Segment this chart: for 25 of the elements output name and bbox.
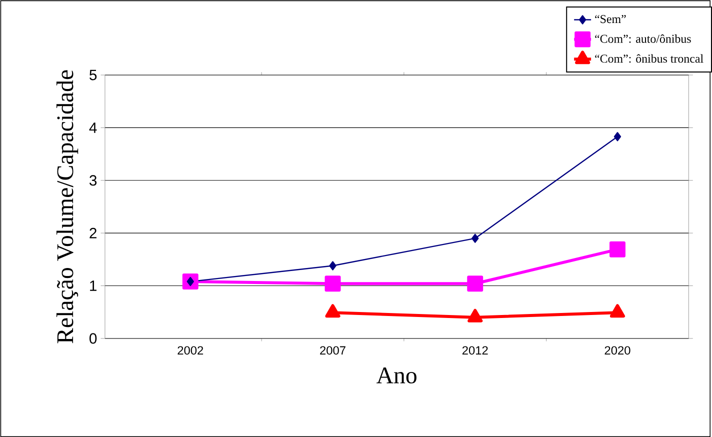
y-tick-label: 0 — [90, 332, 97, 344]
y-tick-label: 2 — [90, 228, 96, 238]
point — [324, 275, 341, 292]
point — [472, 234, 479, 243]
y-tick-label: 1 — [90, 280, 96, 291]
y-tick-label: 4 — [89, 122, 97, 133]
x-tick-label: 2007 — [320, 346, 346, 354]
y-tick-label: 3 — [89, 174, 97, 186]
point — [614, 132, 622, 142]
point — [325, 304, 340, 318]
point — [609, 241, 626, 258]
point — [610, 304, 626, 318]
y-axis-title: Relação Volume/Capacidade — [56, 70, 78, 344]
legend-label: “Com”: auto/ônibus — [595, 34, 691, 43]
legend-label: “Sem” — [595, 14, 626, 23]
point — [468, 308, 483, 322]
y-tick-label: 5 — [90, 70, 97, 80]
x-axis-title: Ano — [376, 367, 416, 384]
point — [467, 275, 484, 292]
point — [329, 260, 336, 270]
legend-label: “Com”: ônibus troncal — [595, 54, 704, 63]
x-tick-label: 2020 — [604, 346, 630, 354]
point — [186, 276, 194, 286]
x-tick-label: 2012 — [462, 346, 488, 354]
x-tick-label: 2002 — [178, 346, 204, 354]
